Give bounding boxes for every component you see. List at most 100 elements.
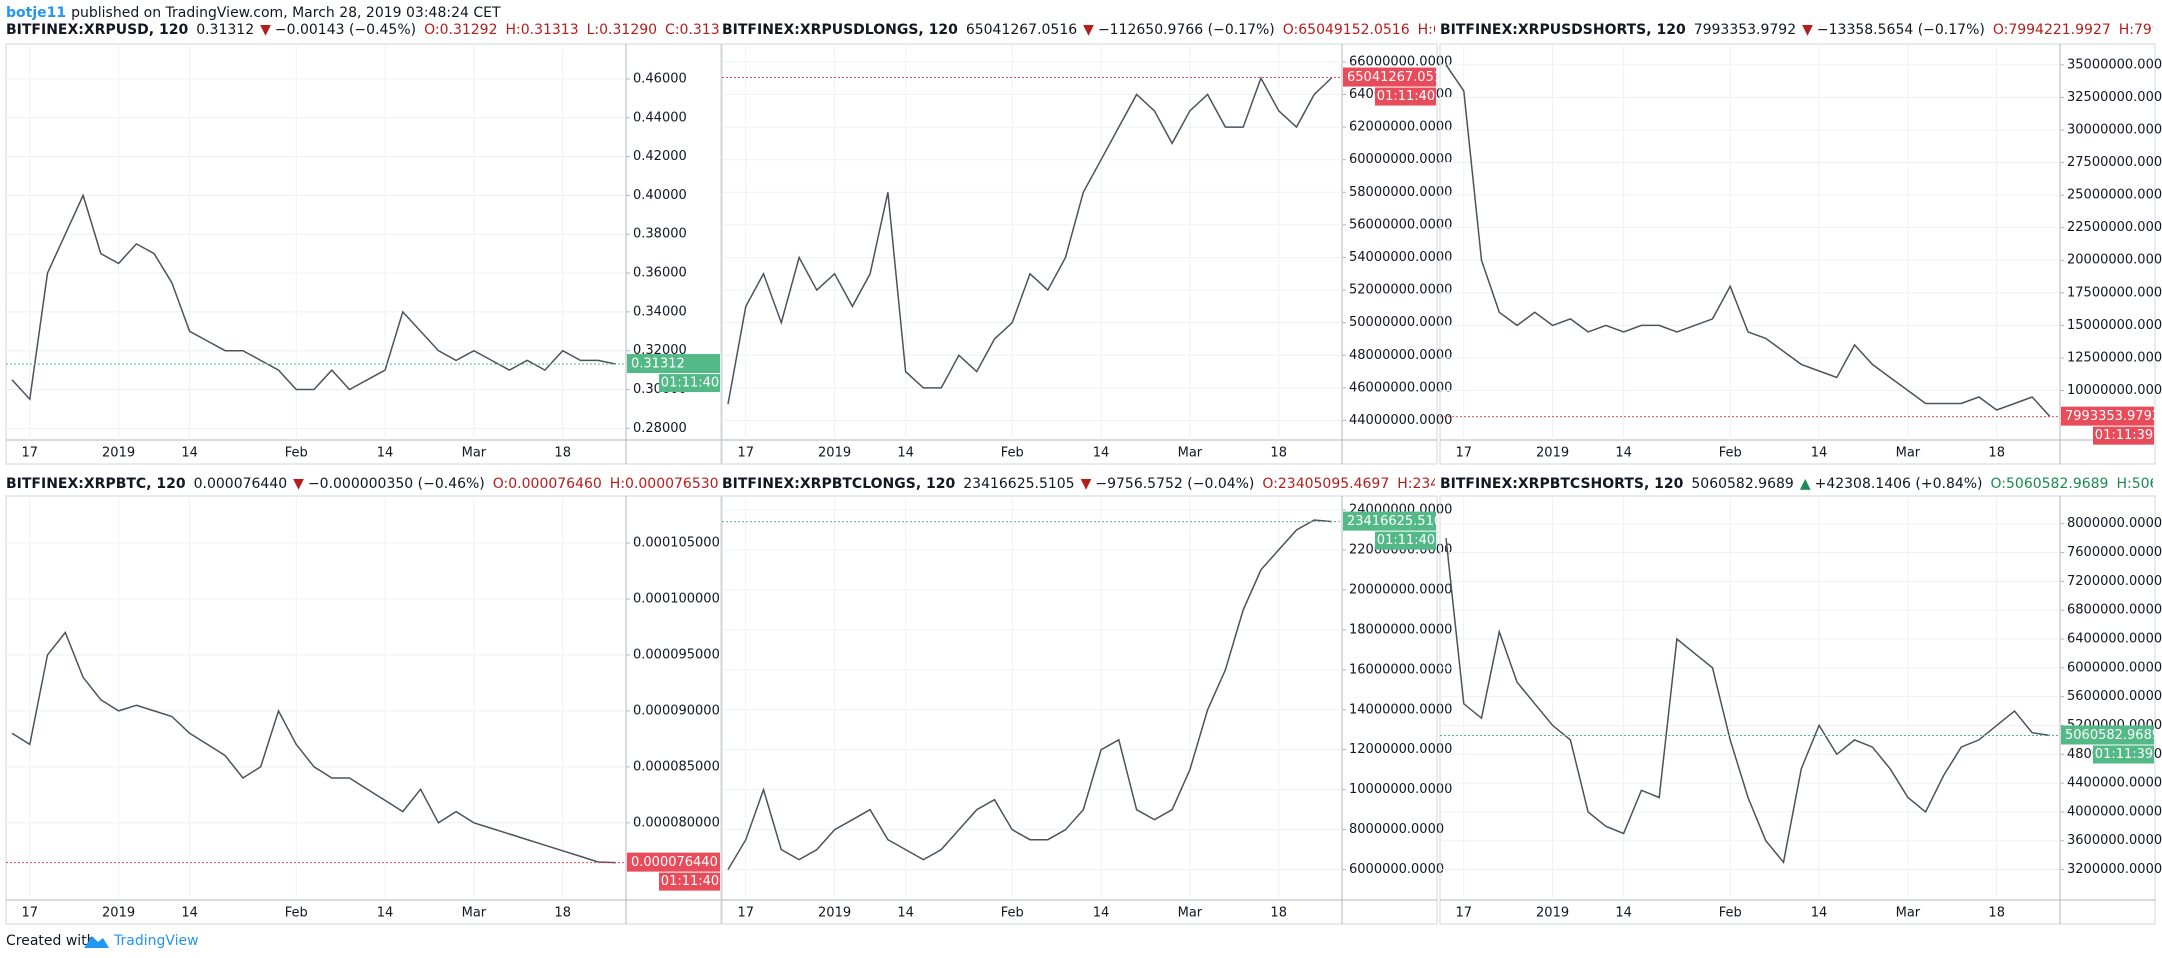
symbol: BITFINEX:XRPUSD, 120 — [6, 22, 188, 38]
author[interactable]: botje11 — [6, 5, 66, 21]
y-tick-label: 0.000100000 — [633, 591, 720, 606]
price-line — [727, 519, 1333, 870]
pane-frame — [721, 43, 1438, 465]
countdown: 01:11:39 — [2095, 428, 2153, 443]
y-tick-label: 0.000095000 — [633, 647, 720, 662]
price-line — [1445, 538, 2051, 865]
price-label-box — [627, 852, 720, 872]
pane-frame — [5, 495, 722, 925]
pane-header: BITFINEX:XRPUSDSHORTS, 120 7993353.9792 ▼ −… — [1440, 22, 2162, 38]
symbol: BITFINEX:XRPBTCSHORTS, 120 — [1440, 476, 1684, 492]
x-tick-label: 17 — [21, 906, 38, 921]
x-tick-label: Mar — [1896, 906, 1921, 921]
price-line — [1445, 64, 2051, 418]
pane-header: BITFINEX:XRPBTC, 120 0.000076440 ▼ −0.00000… — [6, 476, 719, 492]
ohlc-value: O:5060582.9689 — [1991, 476, 2109, 492]
y-tick-label: 32500000.0000 — [2067, 90, 2162, 105]
x-tick-label: 14 — [1093, 906, 1110, 921]
price-label-box — [1343, 511, 1436, 531]
y-tick-label: 0.44000 — [633, 110, 687, 125]
change: −112650.9766 (−0.17%) — [1098, 22, 1275, 38]
ohlc-value: O:23405095.4697 — [1262, 476, 1389, 492]
change: −0.00143 (−0.45%) — [275, 22, 416, 38]
y-tick-label: 3600000.0000 — [2067, 833, 2162, 848]
y-tick-label: 66000000.0000 — [1349, 54, 1452, 69]
y-tick-label: 10000000.0000 — [1349, 782, 1452, 797]
y-tick-label: 4400000.0000 — [2067, 776, 2162, 791]
x-tick-label: 2019 — [1536, 906, 1569, 921]
y-tick-label: 0.36000 — [633, 266, 687, 281]
footer-text: Created with — [6, 933, 96, 949]
countdown: 01:11:39 — [2095, 747, 2153, 762]
y-tick-label: 8000000.0000 — [1349, 822, 1444, 837]
chart-pane: 3200000.0000 3600000.0000 4000000.0000 4400… — [1439, 476, 2162, 925]
price-label: 23416625.5105 — [1347, 514, 1450, 529]
chart-pane: 44000000.0000 46000000.0000 48000000.0000 5… — [721, 22, 1452, 465]
ohlc-value: C:0.31312 — [665, 22, 737, 38]
x-tick-label: 17 — [1455, 906, 1472, 921]
y-tick-label: 0.40000 — [633, 188, 687, 203]
y-tick-label: 8000000.0000 — [2067, 516, 2162, 531]
price-line — [11, 631, 617, 864]
x-tick-label: 18 — [1270, 906, 1287, 921]
chart-pane: 10000000.0000 12500000.0000 15000000.0000 1… — [1439, 22, 2162, 465]
countdown: 01:11:40 — [1377, 89, 1435, 104]
y-tick-label: 10000000.0000 — [2067, 383, 2162, 398]
x-tick-label: 18 — [554, 906, 571, 921]
countdown-box — [1375, 87, 1436, 106]
x-tick-label: 2019 — [818, 446, 851, 461]
brand-name[interactable]: TradingView — [113, 933, 199, 949]
change: −0.000000350 (−0.46%) — [308, 476, 485, 492]
pane-header: BITFINEX:XRPUSD, 120 0.31312 ▼ −0.00143 (−0… — [6, 22, 737, 38]
y-tick-label: 58000000.0000 — [1349, 185, 1452, 200]
x-tick-label: 14 — [897, 446, 914, 461]
symbol: BITFINEX:XRPBTCLONGS, 120 — [722, 476, 955, 492]
ohlc-value: H:0.31313 — [505, 22, 578, 38]
y-tick-label: 44000000.0000 — [1349, 413, 1452, 428]
x-tick-label: 18 — [1270, 446, 1287, 461]
y-tick-label: 18000000.0000 — [1349, 622, 1452, 637]
y-tick-label: 46000000.0000 — [1349, 380, 1452, 395]
x-tick-label: 14 — [181, 446, 198, 461]
last-value: 5060582.9689 — [1691, 476, 1793, 492]
x-tick-label: 2019 — [102, 906, 135, 921]
pane-header: BITFINEX:XRPBTCLONGS, 120 23416625.5105 ▼ −… — [722, 476, 1435, 492]
x-tick-label: 14 — [1615, 906, 1632, 921]
last-value: 0.000076440 — [194, 476, 288, 492]
x-tick-label: 18 — [554, 446, 571, 461]
ohlc-value: O:0.000076460 — [493, 476, 602, 492]
y-tick-label: 56000000.0000 — [1349, 217, 1452, 232]
y-tick-label: 30000000.0000 — [2067, 122, 2162, 137]
last-value: 65041267.0516 — [966, 22, 1077, 38]
y-tick-label: 0.46000 — [633, 71, 687, 86]
pane-frame — [1439, 43, 2156, 465]
y-tick-label: 14000000.0000 — [1349, 702, 1452, 717]
chart-pane: 0.000080000 0.000085000 0.000090000 0.00009… — [5, 476, 722, 925]
countdown: 01:11:40 — [1377, 533, 1435, 548]
symbol: BITFINEX:XRPUSDSHORTS, 120 — [1440, 22, 1686, 38]
y-tick-label: 6800000.0000 — [2067, 603, 2162, 618]
change-arrow: ▼ — [1083, 22, 1094, 38]
x-tick-label: 17 — [21, 446, 38, 461]
y-tick-label: 12000000.0000 — [1349, 742, 1452, 757]
countdown: 01:11:40 — [661, 874, 719, 889]
price-label-box — [2061, 725, 2154, 745]
y-tick-label: 27500000.0000 — [2067, 155, 2162, 170]
price-label-box — [2061, 406, 2154, 426]
y-tick-label: 4000000.0000 — [2067, 804, 2162, 819]
x-tick-label: Feb — [1001, 446, 1024, 461]
change-arrow: ▼ — [1081, 476, 1092, 492]
y-tick-label: 7600000.0000 — [2067, 545, 2162, 560]
x-tick-label: 17 — [1455, 446, 1472, 461]
y-tick-label: 5600000.0000 — [2067, 689, 2162, 704]
ohlc-value: H:7995716.2901 — [2119, 22, 2162, 38]
x-tick-label: 17 — [737, 906, 754, 921]
pane-frame — [1439, 495, 2156, 925]
x-tick-label: Mar — [1896, 446, 1921, 461]
price-label: 65041267.0516 — [1347, 70, 1450, 85]
x-tick-label: Mar — [462, 446, 487, 461]
chart-pane: 6000000.0000 8000000.0000 10000000.0000 120… — [721, 476, 1452, 925]
symbol: BITFINEX:XRPBTC, 120 — [6, 476, 186, 492]
change: −9756.5752 (−0.04%) — [1095, 476, 1254, 492]
